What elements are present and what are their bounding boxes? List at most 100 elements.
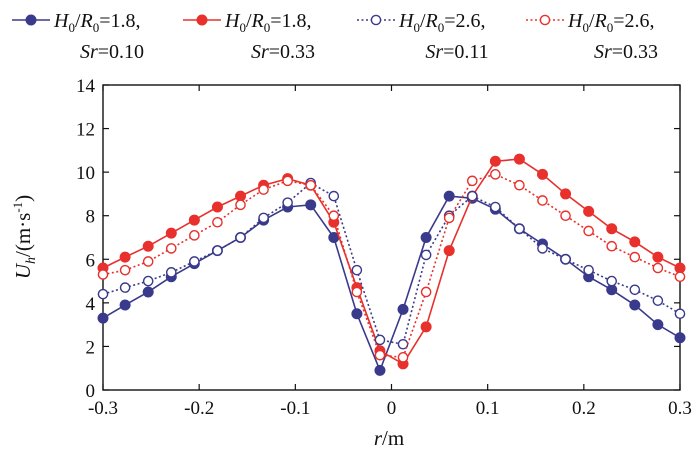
y-tick-label: 10 bbox=[76, 163, 95, 184]
data-point bbox=[560, 188, 572, 200]
data-point bbox=[142, 240, 154, 252]
data-point bbox=[235, 199, 246, 211]
series-line bbox=[102, 182, 681, 346]
x-tick-label: -0.1 bbox=[280, 398, 310, 419]
legend-marker bbox=[370, 14, 382, 26]
data-point bbox=[514, 223, 525, 235]
series-3 bbox=[97, 177, 686, 350]
data-point bbox=[652, 295, 664, 306]
data-point bbox=[97, 312, 109, 324]
data-point bbox=[652, 251, 664, 263]
data-point bbox=[119, 264, 131, 276]
data-point bbox=[189, 256, 200, 267]
x-tick-label: 0.1 bbox=[476, 398, 500, 419]
y-tick-label: 12 bbox=[76, 120, 95, 141]
data-point bbox=[652, 319, 664, 331]
y-tick-label: 0 bbox=[86, 381, 96, 402]
data-point bbox=[258, 184, 269, 195]
data-point bbox=[165, 243, 177, 254]
legend-marker bbox=[25, 14, 37, 26]
data-point bbox=[443, 245, 455, 257]
data-point bbox=[490, 169, 501, 180]
legend-label-line1: H0/R0=1.8, bbox=[224, 10, 312, 35]
data-point bbox=[514, 179, 525, 191]
data-point bbox=[165, 267, 177, 278]
legend-label-line2: Sr=0.33 bbox=[594, 41, 658, 63]
data-point bbox=[537, 195, 548, 206]
data-point bbox=[489, 155, 501, 167]
data-point bbox=[536, 168, 548, 180]
data-point bbox=[351, 286, 363, 298]
data-point bbox=[328, 190, 340, 202]
legend-label-line1: H0/R0=2.6, bbox=[567, 10, 655, 35]
data-point bbox=[629, 284, 641, 296]
data-point bbox=[606, 240, 618, 252]
x-tick-label: -0.2 bbox=[184, 398, 214, 419]
data-point bbox=[142, 256, 154, 267]
data-point bbox=[397, 352, 409, 363]
y-tick-label: 8 bbox=[86, 207, 96, 228]
data-point bbox=[420, 286, 432, 298]
data-point bbox=[466, 175, 478, 187]
data-point bbox=[397, 303, 409, 315]
data-point bbox=[443, 190, 455, 202]
data-point bbox=[629, 236, 641, 248]
series-1 bbox=[97, 190, 686, 376]
legend-entry-4: H0/R0=2.6, Sr=0.33 bbox=[526, 10, 658, 63]
data-point bbox=[189, 230, 200, 241]
y-axis-title: Uh/(m·s-1) bbox=[10, 195, 39, 279]
series-4 bbox=[97, 169, 686, 363]
legend-marker bbox=[539, 14, 551, 26]
data-point bbox=[606, 223, 618, 235]
data-point bbox=[351, 308, 363, 320]
legend-entry-3: H0/R0=2.6, Sr=0.11 bbox=[357, 10, 489, 63]
data-point bbox=[258, 212, 269, 224]
data-point bbox=[583, 225, 594, 237]
legend-label-line1: H0/R0=1.8, bbox=[53, 10, 141, 35]
plot-area: -0.3 -0.2 -0.1 0 0.1 0.2 0.3 0 2 4 6 8 10 12 14 bbox=[76, 76, 692, 419]
data-point bbox=[119, 282, 131, 293]
y-tick-label: 4 bbox=[86, 294, 96, 315]
data-point bbox=[142, 286, 154, 298]
data-point bbox=[420, 249, 432, 261]
data-point bbox=[305, 199, 317, 211]
data-point bbox=[513, 153, 525, 165]
series-2 bbox=[97, 153, 686, 370]
data-point bbox=[583, 205, 595, 217]
data-point bbox=[674, 332, 686, 344]
legend-label-line2: Sr=0.33 bbox=[251, 41, 315, 63]
x-axis-title: r/m bbox=[374, 426, 404, 449]
data-point bbox=[351, 264, 363, 276]
data-point bbox=[420, 321, 432, 333]
data-point bbox=[212, 245, 223, 256]
data-point bbox=[466, 190, 478, 202]
data-point bbox=[97, 269, 109, 280]
data-point bbox=[490, 201, 501, 213]
legend-marker bbox=[196, 14, 208, 26]
data-point bbox=[374, 334, 386, 346]
data-point bbox=[142, 275, 154, 287]
legend-entry-1: H0/R0=1.8, Sr=0.10 bbox=[12, 10, 144, 63]
data-point bbox=[652, 262, 664, 274]
legend-label-line1: H0/R0=2.6, bbox=[398, 10, 486, 35]
data-point bbox=[629, 251, 641, 263]
data-point bbox=[537, 243, 548, 254]
axis-labels: r/m Uh/(m·s-1) bbox=[10, 195, 404, 449]
y-tick-label: 6 bbox=[86, 250, 96, 271]
y-tick-label: 2 bbox=[86, 337, 96, 358]
x-tick-label: 0.2 bbox=[572, 398, 596, 419]
data-point bbox=[674, 308, 686, 320]
data-point bbox=[97, 288, 109, 300]
data-point bbox=[211, 201, 223, 213]
x-tick-label: 0 bbox=[387, 398, 397, 419]
data-point bbox=[583, 264, 594, 276]
legend-entry-2: H0/R0=1.8, Sr=0.33 bbox=[183, 10, 315, 63]
data-point bbox=[443, 212, 455, 224]
data-point bbox=[606, 275, 618, 287]
data-point bbox=[282, 197, 293, 208]
data-point bbox=[119, 299, 131, 311]
x-tick-label: -0.3 bbox=[88, 398, 118, 419]
legend-label-line2: Sr=0.10 bbox=[80, 41, 144, 63]
data-point bbox=[305, 179, 317, 191]
legend: H0/R0=1.8,Sr=0.10H0/R0=1.8,Sr=0.33H0/R0=… bbox=[12, 10, 658, 63]
